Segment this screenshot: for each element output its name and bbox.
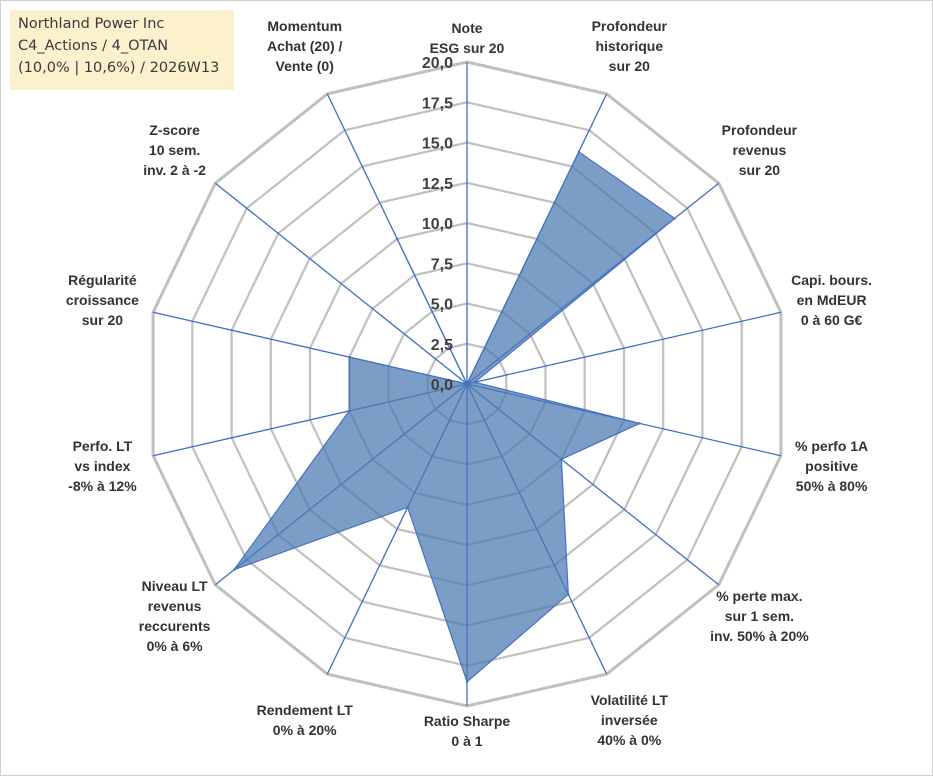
- axis-label-line: Capi. bours.: [791, 272, 872, 288]
- axis-label: Z-score 10 sem. inv. 2 à -2: [143, 122, 206, 178]
- axis-labels: Note ESG sur 20 Profondeur historique sur 20…: [66, 18, 872, 749]
- axis-label: Note ESG sur 20: [430, 20, 505, 56]
- axis-label-line: inv. 2 à -2: [143, 162, 206, 178]
- radar-series: [232, 150, 676, 684]
- axis-label-line: positive: [805, 458, 858, 474]
- axis-label: Capi. bours. en MdEUR 0 à 60 G€: [791, 272, 872, 328]
- data-point: [673, 217, 676, 220]
- radar-spoke: [466, 311, 782, 385]
- tick-label: 20,0: [422, 55, 453, 72]
- chart-title-line-2: C4_Actions / 4_OTAN: [18, 38, 169, 54]
- axis-label-line: Momentum: [267, 18, 342, 34]
- axis-label-line: % perte max.: [716, 588, 802, 604]
- axis-label-line: Perfo. LT: [73, 438, 133, 454]
- tick-label: 2,5: [431, 337, 453, 354]
- tick-label: 0,0: [431, 377, 453, 394]
- radial-tick-labels: 0,0 2,5 5,0 7,5 10,0 12,5 15,0 17,5 20,0: [422, 55, 453, 394]
- axis-label: Profondeur historique sur 20: [592, 18, 668, 74]
- axis-label-line: 50% à 80%: [796, 478, 868, 494]
- axis-label-line: Régularité: [68, 272, 137, 288]
- axis-label-line: Profondeur: [592, 18, 668, 34]
- axis-label: Niveau LT revenus reccurents 0% à 6%: [139, 578, 211, 654]
- axis-label-line: sur 20: [739, 162, 780, 178]
- chart-title-box: Northland Power Inc C4_Actions / 4_OTAN …: [10, 10, 234, 90]
- axis-label-line: Volatilité LT: [591, 692, 669, 708]
- tick-label: 10,0: [422, 216, 453, 233]
- data-point: [577, 150, 580, 154]
- data-point: [473, 381, 476, 384]
- axis-label-line: inversée: [601, 712, 658, 728]
- data-point: [465, 382, 469, 386]
- axis-label-line: Profondeur: [722, 122, 798, 138]
- axis-label-line: reccurents: [139, 618, 211, 634]
- data-point: [638, 422, 641, 425]
- radar-spoke: [214, 182, 468, 385]
- axis-label: % perte max. sur 1 sem. inv. 50% à 20%: [710, 588, 809, 644]
- axis-label-line: 40% à 0%: [597, 732, 661, 748]
- data-point: [348, 409, 351, 413]
- data-point: [567, 593, 570, 596]
- data-point: [232, 568, 236, 571]
- data-point: [406, 506, 409, 509]
- axis-label-line: croissance: [66, 292, 139, 308]
- axis-label-line: Niveau LT: [142, 578, 208, 594]
- tick-label: 12,5: [422, 176, 453, 193]
- tick-label: 17,5: [422, 95, 453, 112]
- axis-label-line: 0 à 1: [451, 733, 482, 749]
- axis-label-line: ESG sur 20: [430, 40, 505, 56]
- axis-label-line: sur 20: [609, 58, 650, 74]
- axis-label-line: sur 20: [82, 312, 123, 328]
- axis-label: Profondeur revenus sur 20: [722, 122, 798, 178]
- axis-label-line: inv. 50% à 20%: [710, 628, 809, 644]
- axis-label: Volatilité LT inversée 40% à 0%: [591, 692, 669, 748]
- data-point: [465, 680, 469, 684]
- axis-label-line: sur 1 sem.: [725, 608, 794, 624]
- axis-label-line: Vente (0): [276, 58, 334, 74]
- axis-label-line: 0% à 6%: [147, 638, 204, 654]
- axis-label-line: historique: [595, 38, 663, 54]
- axis-label: Perfo. LT vs index -8% à 12%: [68, 438, 137, 494]
- axis-label: Régularité croissance sur 20: [66, 272, 139, 328]
- data-point: [560, 458, 563, 461]
- axis-label-line: vs index: [74, 458, 130, 474]
- chart-title-line-1: Northland Power Inc: [18, 16, 165, 32]
- axis-label-line: -8% à 12%: [68, 478, 137, 494]
- axis-label-line: 10 sem.: [149, 142, 200, 158]
- tick-label: 7,5: [431, 256, 453, 273]
- axis-label-line: 0% à 20%: [273, 722, 337, 738]
- axis-label: Rendement LT 0% à 20%: [257, 702, 354, 738]
- axis-label-line: revenus: [733, 142, 787, 158]
- data-point: [348, 355, 351, 359]
- axis-label-line: Ratio Sharpe: [424, 713, 511, 729]
- axis-label-line: Rendement LT: [257, 702, 354, 718]
- tick-label: 15,0: [422, 136, 453, 153]
- axis-label-line: Note: [451, 20, 482, 36]
- axis-label-line: en MdEUR: [797, 292, 867, 308]
- data-point: [395, 237, 399, 241]
- chart-title-line-3: (10,0% | 10,6%) / 2026W13: [18, 60, 220, 76]
- axis-label: Ratio Sharpe 0 à 1: [424, 713, 511, 749]
- axis-label-line: Z-score: [149, 122, 200, 138]
- axis-label-line: revenus: [148, 598, 202, 614]
- axis-label-line: Achat (20) /: [267, 38, 343, 54]
- axis-label-line: 0 à 60 G€: [801, 312, 863, 328]
- axis-label: Momentum Achat (20) / Vente (0): [267, 18, 343, 74]
- axis-label-line: % perfo 1A: [795, 438, 868, 454]
- axis-label: % perfo 1A positive 50% à 80%: [795, 438, 868, 494]
- tick-label: 5,0: [431, 297, 453, 314]
